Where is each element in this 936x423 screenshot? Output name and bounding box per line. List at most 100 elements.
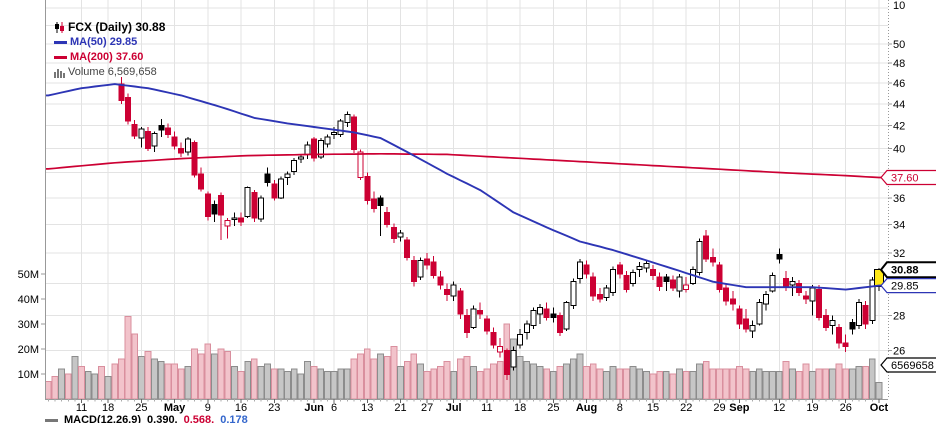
volume-bar (224, 351, 232, 400)
date-axis-label: 19 (806, 402, 818, 414)
volume-bar (762, 371, 770, 400)
candle (151, 133, 158, 147)
candle (337, 120, 344, 136)
ma200-legend-row: MA(200) 37.60 (54, 50, 165, 65)
date-axis-label: 25 (547, 402, 559, 414)
candle (517, 333, 524, 346)
candle (590, 276, 597, 297)
volume-bar (217, 348, 225, 400)
candle (550, 313, 557, 318)
volume-bar (490, 363, 497, 400)
ma50-label: MA(50) 29.85 (70, 36, 138, 48)
volume-bar (822, 368, 830, 400)
candle (370, 198, 377, 209)
candle (669, 279, 676, 289)
candle (769, 275, 776, 292)
volume-bar (496, 361, 504, 400)
date-axis-label: 16 (235, 402, 247, 414)
date-axis-label: 26 (840, 402, 852, 414)
candle (430, 261, 437, 277)
candle (603, 287, 610, 299)
volume-bar (137, 356, 145, 400)
candle (144, 130, 151, 150)
price-axis-label: 48 (893, 58, 905, 70)
candle (696, 240, 703, 273)
volume-bar (284, 371, 291, 400)
date-axis-label: 13 (361, 402, 373, 414)
volume-bar (463, 356, 471, 400)
volume-bar (470, 366, 478, 400)
volume-bar (842, 368, 850, 400)
volume-bar (124, 316, 132, 400)
price-marker-label: 6569658 (891, 360, 934, 372)
volume-bar (556, 366, 564, 400)
price-axis-label: 42 (893, 121, 905, 133)
volume-bar (363, 348, 371, 400)
volume-bar (157, 361, 165, 400)
volume-bar (696, 363, 703, 400)
volume-bar (476, 371, 484, 400)
price-axis-label: 28 (893, 311, 905, 323)
volume-bar (383, 356, 391, 400)
month-axis-label: Jun (304, 402, 324, 414)
candle (457, 290, 464, 315)
volume-bar (483, 368, 491, 400)
volume-bar (177, 368, 185, 400)
volume-bar (789, 368, 796, 400)
candle (364, 175, 371, 201)
date-axis-label: 11 (76, 402, 87, 414)
volume-bar (98, 366, 105, 400)
volume-bar (390, 346, 398, 400)
candle (171, 136, 178, 147)
volume-bar (835, 363, 843, 400)
volume-bar (709, 368, 717, 400)
candle (164, 127, 171, 136)
volume-bar (616, 368, 624, 400)
candle (271, 183, 278, 199)
candle (450, 284, 457, 297)
price-marker-label: 30.88 (891, 265, 919, 277)
candle (218, 194, 225, 216)
volume-bar (403, 361, 411, 400)
symbol-title: FCX (Daily) 30.88 (68, 20, 166, 34)
volume-bar (755, 368, 763, 400)
candle (570, 281, 577, 307)
candle (849, 321, 856, 330)
candle (125, 97, 132, 122)
date-axis-label: 15 (647, 402, 659, 414)
volume-bar (722, 368, 730, 400)
date-axis-label: 6 (331, 402, 337, 414)
volume-bar (729, 368, 737, 400)
upper-panel-axis-label: 10 (893, 0, 905, 12)
date-axis-label: 25 (135, 402, 147, 414)
volume-bar (742, 368, 750, 400)
candle (650, 268, 657, 277)
candle (463, 315, 470, 334)
volume-bar (270, 368, 278, 400)
candle (822, 315, 829, 328)
candle (118, 83, 125, 102)
candle (842, 342, 849, 348)
volume-bar (297, 373, 305, 400)
volume-bar (171, 363, 178, 400)
volume-bar (815, 368, 823, 400)
volume-bar (702, 361, 710, 400)
macd-footer: MACD(12,26,9) 0.390, 0.568, 0.178 (45, 414, 248, 423)
volume-bar (357, 353, 365, 400)
volume-bar (456, 358, 464, 400)
volume-bar (603, 371, 610, 400)
candle (238, 217, 245, 223)
candle (291, 159, 298, 172)
price-marker-label: 29.85 (891, 281, 919, 293)
volume-bar (636, 368, 644, 400)
candle (856, 301, 863, 327)
candle (384, 211, 391, 226)
candle (530, 310, 537, 327)
macd-value-3: 0.178 (220, 414, 248, 423)
macd-value-1: 0.390, (147, 414, 178, 423)
candle (284, 173, 291, 179)
candle (264, 173, 271, 184)
candle (244, 187, 251, 217)
candle (503, 349, 510, 375)
volume-bar (204, 343, 212, 400)
